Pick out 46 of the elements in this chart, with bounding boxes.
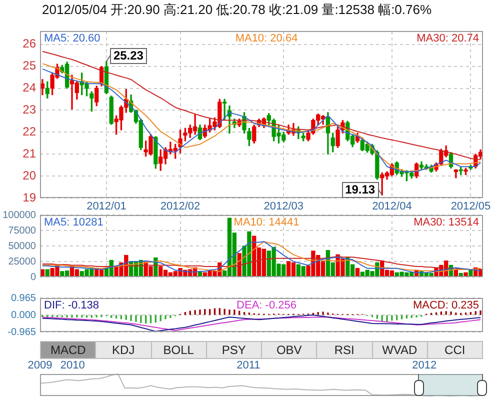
y-tick-label: 26 [22, 36, 36, 51]
x-tick-label: 2011 [236, 359, 260, 372]
text: MA30: 20.74 [416, 32, 479, 45]
y-tick-label: 100000 [2, 210, 36, 221]
text: BOLL [152, 341, 207, 359]
text: MA10: 20.64 [235, 32, 298, 45]
text: MA30: 13514 [414, 216, 479, 229]
chart-title: 2012/05/04 开:20.90 高:21.20 低:20.78 收:21.09 量:12538 幅:0.76% [41, 1, 433, 19]
series-label: DEA: -0.256 [236, 300, 296, 312]
x-tick-label: 2012/02 [160, 200, 200, 213]
y-tick-label: 75000 [8, 225, 36, 236]
y-tick-label: 23 [22, 102, 36, 117]
y-tick-label: 24 [22, 80, 36, 95]
y-tick-label: 25000 [8, 256, 36, 268]
text: WVAD [372, 341, 428, 359]
x-tick-label: 2012/01 [86, 200, 126, 213]
y-tick-label: 0.000 [10, 310, 36, 321]
y-tick-label: 25 [22, 58, 36, 73]
y-tick-label: 21 [22, 146, 36, 160]
y-tick-label: -0.965 [8, 326, 36, 338]
x-tick-label: 2012/04 [372, 200, 412, 213]
annotation: 19.13 [345, 182, 376, 196]
y-tick-label: 0 [30, 272, 36, 283]
y-tick-label: 19 [22, 190, 36, 204]
y-tick-label: 0.965 [10, 292, 36, 304]
x-tick-label: 2012 [412, 359, 437, 372]
y-tick-label: 50000 [8, 240, 36, 252]
text: CCI [428, 341, 483, 359]
annotation: 25.23 [113, 48, 144, 63]
y-tick-label: 20 [22, 168, 36, 182]
bar [468, 270, 473, 277]
text: OBV [262, 341, 318, 359]
text: RSI [317, 341, 372, 359]
text: KDJ [96, 341, 152, 359]
series-label: MACD: 0.235 [412, 300, 479, 312]
x-tick-label: 2009 [28, 359, 52, 372]
series-label: DIF: -0.138 [44, 300, 100, 312]
x-tick-label: 2012/03 [264, 200, 304, 213]
text: PSY [206, 341, 262, 359]
x-tick-label: 2010 [60, 359, 85, 372]
series-label: MA10: 14441 [234, 216, 300, 229]
x-tick-label: 2012/05 [450, 200, 491, 213]
y-tick-label: 22 [22, 124, 36, 138]
text: MA5: 20.60 [44, 32, 100, 45]
text: MA5: 10281 [44, 216, 104, 229]
text: MACD [40, 341, 96, 359]
